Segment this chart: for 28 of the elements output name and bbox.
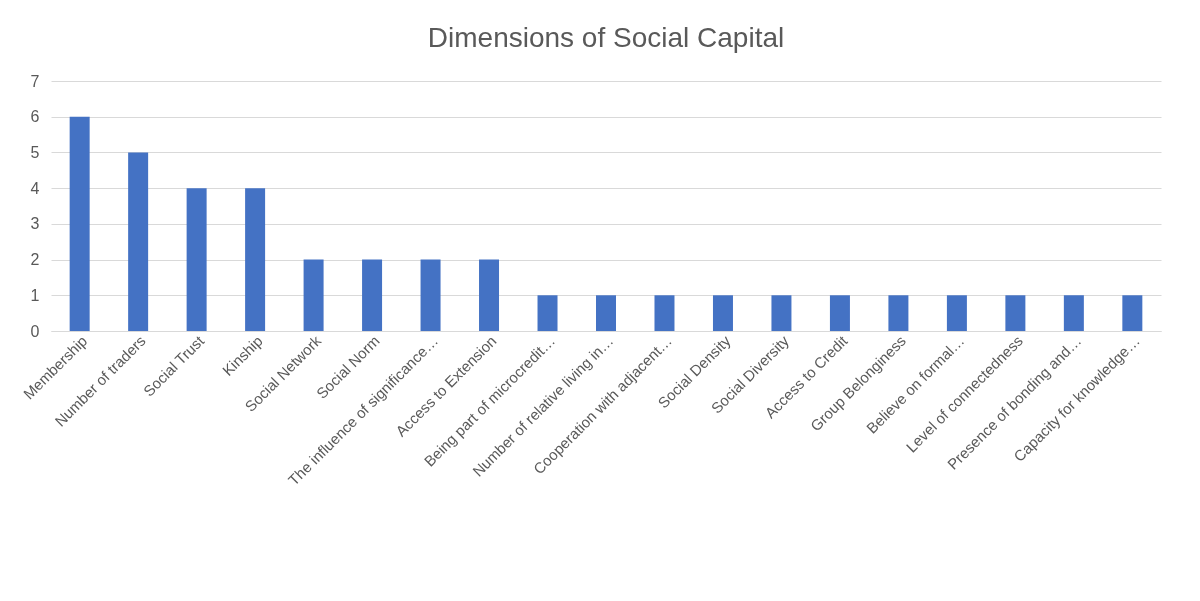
bar bbox=[1005, 295, 1026, 331]
bar bbox=[596, 295, 616, 331]
bar bbox=[1122, 295, 1143, 331]
y-tick-label: 0 bbox=[30, 322, 40, 340]
y-tick-label: 3 bbox=[30, 215, 40, 233]
chart-title: Dimensions of Social Capital bbox=[427, 22, 785, 53]
bar bbox=[128, 152, 149, 331]
y-tick-label: 5 bbox=[30, 143, 40, 161]
bar bbox=[888, 295, 909, 331]
bar bbox=[771, 295, 792, 331]
y-tick-label: 1 bbox=[30, 286, 40, 304]
bar bbox=[245, 188, 266, 331]
y-tick-label: 4 bbox=[30, 179, 40, 197]
y-tick-label: 6 bbox=[30, 108, 40, 126]
bar bbox=[654, 295, 675, 331]
bar bbox=[69, 116, 90, 331]
bar bbox=[186, 188, 207, 331]
bar bbox=[537, 295, 558, 331]
y-tick-label: 7 bbox=[30, 72, 40, 90]
bar bbox=[1063, 295, 1084, 331]
bar bbox=[712, 295, 733, 331]
y-tick-label: 2 bbox=[30, 251, 40, 269]
bar bbox=[420, 259, 441, 331]
bar bbox=[479, 259, 500, 331]
bar bbox=[303, 259, 324, 331]
bar bbox=[829, 295, 850, 331]
bar bbox=[362, 259, 383, 331]
bar bbox=[946, 295, 967, 331]
